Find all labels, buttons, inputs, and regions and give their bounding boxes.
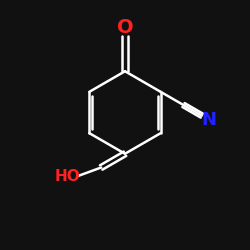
- Text: O: O: [117, 18, 133, 37]
- Text: N: N: [201, 110, 216, 128]
- Text: HO: HO: [55, 168, 80, 184]
